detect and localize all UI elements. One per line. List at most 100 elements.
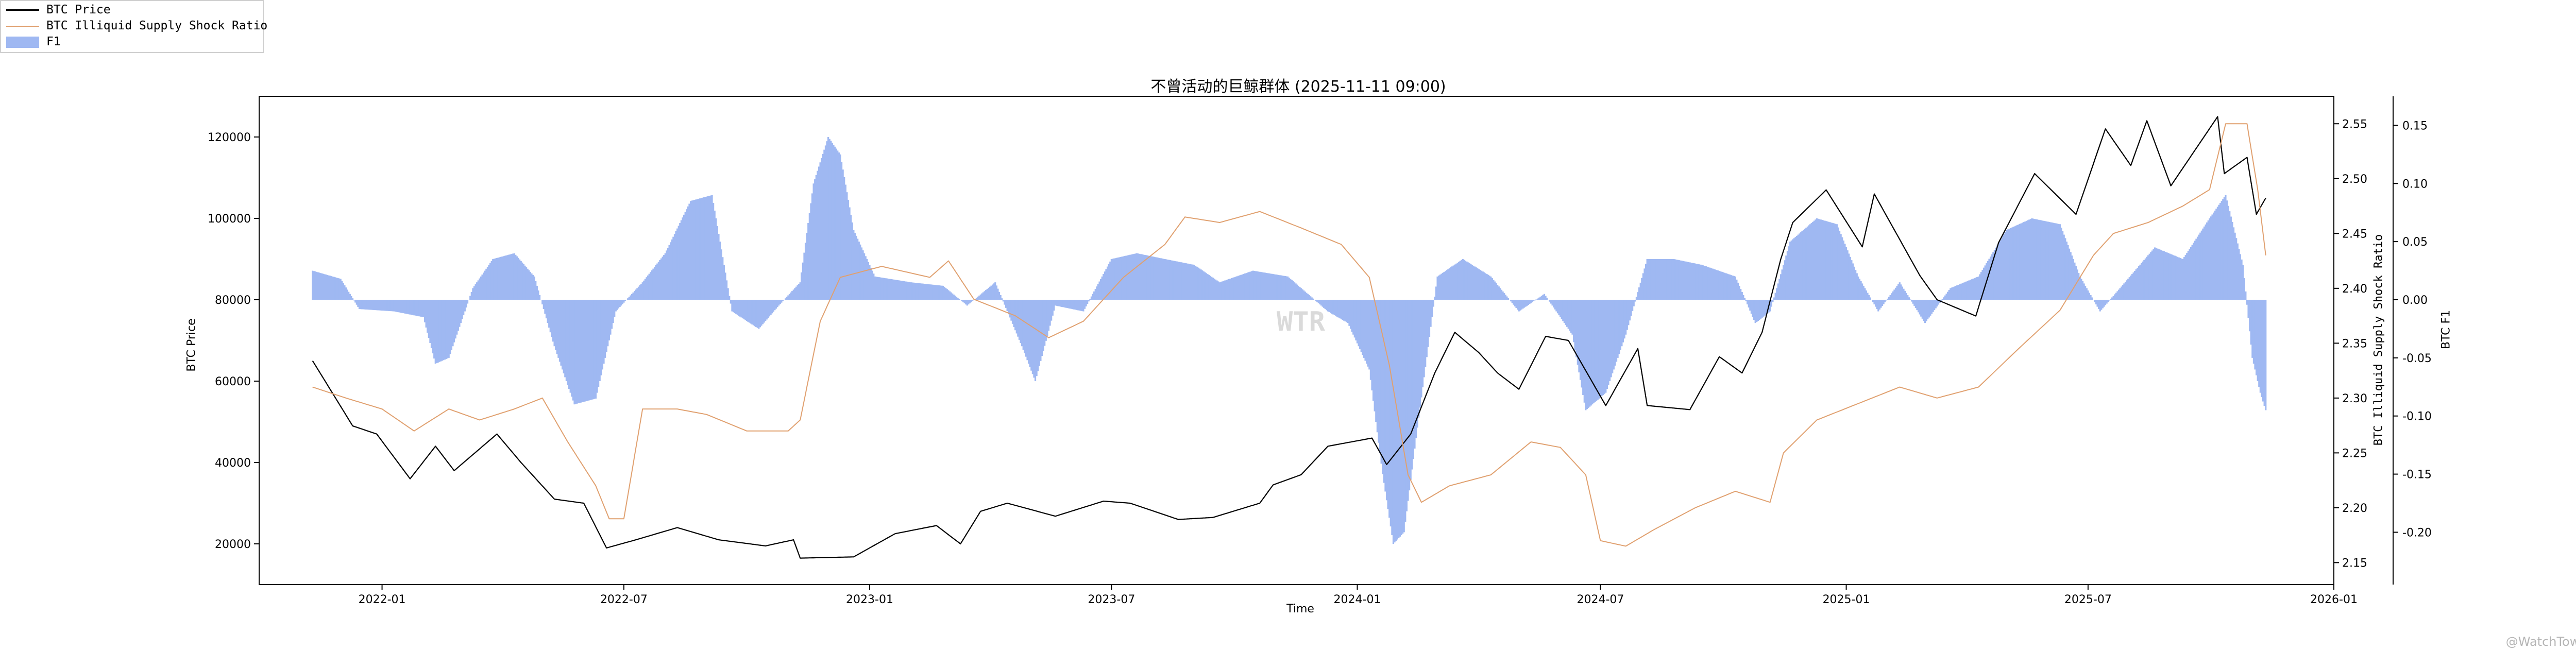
f1-bar: [1103, 274, 1105, 300]
f1-bar: [1533, 300, 1535, 301]
f1-bar: [1191, 264, 1193, 300]
f1-bar: [1419, 300, 1421, 408]
f1-bar: [1762, 300, 1765, 317]
f1-bar: [1900, 284, 1902, 300]
f1-bar: [2259, 300, 2261, 393]
f1-bar: [567, 300, 569, 385]
f1-bar: [968, 300, 970, 305]
f1-bar: [318, 272, 320, 300]
f1-bar: [1868, 295, 1870, 300]
f1-bar: [1139, 253, 1141, 300]
f1-bar: [895, 280, 897, 300]
f1-bar: [400, 300, 402, 313]
f1-bar: [1391, 300, 1393, 536]
f1-bar: [1118, 257, 1121, 300]
f1-bar: [1330, 300, 1332, 313]
f1-bar: [1517, 300, 1519, 310]
f1-bar: [2088, 293, 2091, 300]
f1-bar: [2002, 236, 2004, 300]
f1-bar: [1267, 273, 1269, 300]
f1-bar: [2067, 245, 2069, 300]
f1-bar: [1065, 300, 1067, 308]
f1-bar: [1342, 300, 1344, 320]
f1-bar: [2195, 238, 2197, 300]
f1-bar: [408, 300, 410, 315]
f1-bar: [958, 299, 960, 300]
f1-bar: [2023, 222, 2025, 300]
f1-bar: [1891, 293, 1893, 300]
f1-bar: [1795, 235, 1798, 300]
f1-bar: [1979, 274, 1981, 300]
f1-bar: [1710, 268, 1713, 300]
f1-bar: [563, 300, 565, 373]
f1-bar: [1705, 266, 1707, 300]
f1-bar: [1328, 300, 1330, 313]
f1-bar: [734, 300, 736, 313]
f1-bar: [2070, 252, 2072, 300]
f1-bar: [1260, 272, 1262, 300]
f1-bar: [1193, 265, 1195, 300]
f1-bar: [1585, 300, 1587, 410]
f1-bar: [1307, 294, 1309, 300]
f1-bar: [2211, 214, 2213, 300]
f1-bar: [1535, 299, 1537, 300]
f1-bar: [1025, 300, 1027, 357]
f1-bar: [1645, 264, 1647, 300]
f1-bar: [689, 201, 692, 300]
f1-bar: [1033, 300, 1035, 378]
f1-bar: [1149, 256, 1151, 300]
f1-bar: [412, 300, 414, 315]
f1-bar: [533, 276, 535, 300]
f1-bar: [1412, 300, 1414, 459]
f1-bar: [925, 284, 927, 300]
f1-bar: [655, 265, 657, 300]
f1-bar: [373, 300, 375, 310]
f1-bar: [1177, 262, 1179, 300]
f1-bar: [1651, 259, 1654, 300]
f1-bar: [1477, 268, 1479, 300]
f1-bar: [391, 300, 393, 312]
f1-bar: [1228, 279, 1230, 300]
f1-bar: [529, 271, 531, 300]
f1-bar: [1730, 275, 1733, 300]
f1-bar: [1941, 299, 1943, 300]
f1-bar: [978, 295, 980, 300]
f1-bar: [1034, 300, 1037, 381]
f1-bar: [885, 278, 887, 300]
f1-bar: [346, 289, 348, 300]
f1-bar: [360, 300, 362, 310]
f1-bar: [1198, 268, 1201, 300]
f1-bar: [790, 292, 792, 300]
f1-bar: [526, 267, 528, 300]
f1-bar: [1878, 300, 1880, 310]
f1-bar: [670, 242, 672, 300]
f1-bar: [2257, 300, 2259, 381]
f1-bar: [1359, 300, 1361, 349]
f1-bar: [565, 300, 567, 381]
f1-bar: [1527, 300, 1529, 305]
f1-bar: [1864, 288, 1866, 300]
f1-bar: [1046, 300, 1048, 336]
f1-bar: [1275, 274, 1277, 300]
f1-bar: [1310, 296, 1312, 300]
f1-bar: [2189, 249, 2191, 300]
f1-bar: [1088, 300, 1090, 302]
f1-bar: [934, 285, 936, 300]
x-tick-label: 2023-07: [1088, 593, 1135, 606]
f1-bar: [1475, 267, 1477, 300]
f1-bar: [1618, 300, 1620, 354]
f1-bar: [587, 300, 589, 401]
f1-bar: [474, 284, 477, 300]
f1-bar: [1439, 275, 1441, 300]
f1-bar: [1700, 264, 1702, 300]
f1-bar: [1085, 300, 1087, 306]
f1-bar: [950, 292, 952, 300]
f1-bar: [483, 272, 485, 300]
f1-bar: [1276, 275, 1278, 300]
f1-bar: [2214, 210, 2216, 300]
f1-bar: [767, 300, 769, 318]
f1-bar: [770, 300, 772, 315]
f1-bar: [1144, 254, 1146, 300]
f1-bar: [814, 179, 816, 300]
f1-bar: [1486, 274, 1488, 300]
